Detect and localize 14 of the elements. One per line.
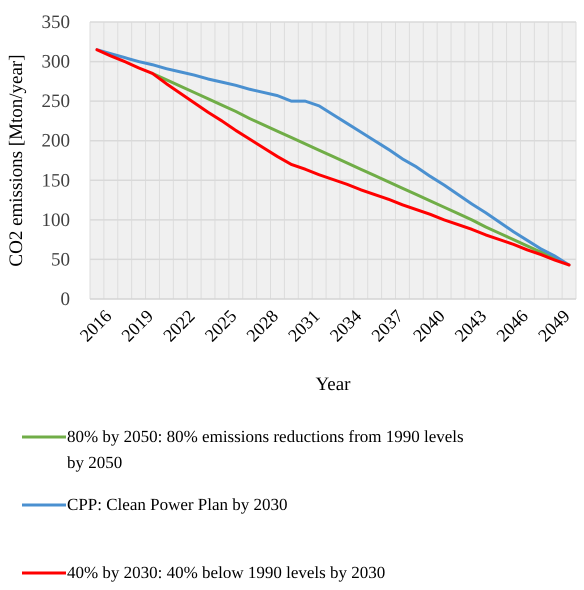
y-axis-title: CO2 emissions [Mton/year] — [6, 54, 27, 267]
legend-label: 40% by 2030: 40% below 1990 levels by 2030 — [67, 563, 386, 582]
y-tick-label: 350 — [42, 12, 70, 33]
line-series — [95, 48, 571, 266]
y-tick-label: 300 — [42, 52, 70, 73]
y-tick-label: 50 — [51, 249, 70, 270]
legend-label: CPP: Clean Power Plan by 2030 — [67, 495, 288, 514]
y-tick-label: 100 — [42, 210, 70, 231]
legend-label: 80% by 2050: 80% emissions reductions from 1990 levels by 2050 — [67, 427, 464, 472]
x-axis-title: Year — [315, 374, 352, 395]
y-tick-label: 0 — [60, 289, 70, 310]
y-tick-label: 150 — [42, 170, 70, 192]
y-tick-label: 200 — [42, 130, 70, 152]
y-tick-label: 250 — [42, 91, 70, 112]
